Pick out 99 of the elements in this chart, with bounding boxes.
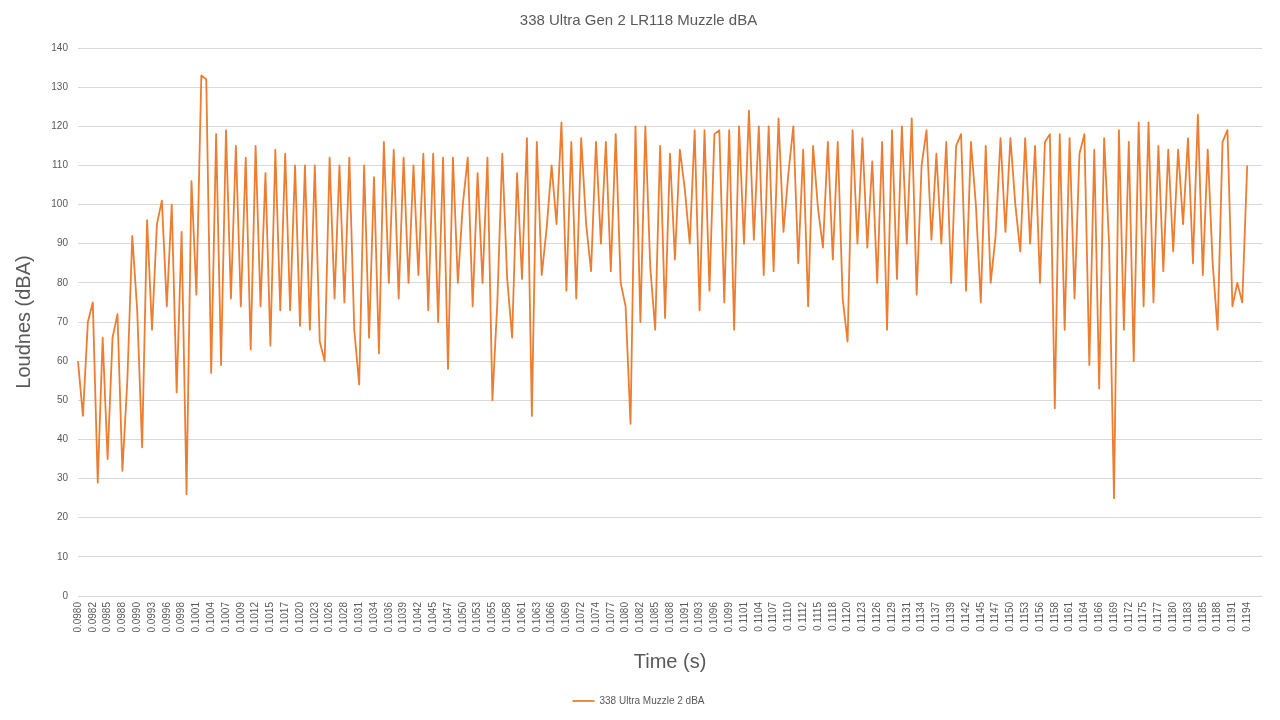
x-tick-label: 0.1039 xyxy=(397,601,409,633)
y-tick-label: 100 xyxy=(51,198,69,210)
x-tick-label: 0.1107 xyxy=(767,601,779,632)
x-tick-label: 0.1017 xyxy=(278,601,290,633)
x-tick-label: 0.1023 xyxy=(308,601,320,633)
x-tick-label: 0.1142 xyxy=(959,601,971,632)
x-tick-label: 0.0985 xyxy=(101,601,113,633)
x-tick-label: 0.1020 xyxy=(293,601,305,633)
x-tick-label: 0.0982 xyxy=(86,601,98,633)
y-tick-label: 120 xyxy=(51,120,69,132)
x-tick-label: 0.1110 xyxy=(782,601,794,632)
y-tick-label: 110 xyxy=(52,159,69,171)
x-tick-label: 0.1077 xyxy=(604,601,616,633)
x-tick-label: 0.1015 xyxy=(264,601,276,633)
x-tick-label: 0.1158 xyxy=(1048,601,1060,632)
x-tick-label: 0.1050 xyxy=(456,601,468,633)
y-tick-label: 40 xyxy=(56,433,69,445)
x-tick-label: 0.1069 xyxy=(560,601,572,633)
x-tick-label: 0.0993 xyxy=(145,601,157,633)
y-tick-label: 90 xyxy=(56,237,69,249)
x-tick-label: 0.1085 xyxy=(648,601,660,633)
x-tick-label: 0.1134 xyxy=(915,601,927,632)
chart-title: 338 Ultra Gen 2 LR118 Muzzle dBA xyxy=(519,11,758,29)
x-tick-label: 0.1120 xyxy=(841,601,853,632)
x-tick-label: 0.1137 xyxy=(930,601,942,632)
x-tick-label: 0.1093 xyxy=(693,601,705,633)
x-tick-label: 0.1188 xyxy=(1211,601,1223,632)
x-tick-label: 0.1066 xyxy=(545,601,557,633)
x-tick-label: 0.1063 xyxy=(530,601,542,633)
x-tick-label: 0.1042 xyxy=(412,601,424,633)
x-tick-label: 0.1180 xyxy=(1166,601,1178,632)
x-tick-label: 0.1099 xyxy=(722,601,734,633)
x-tick-label: 0.1061 xyxy=(515,601,527,633)
y-tick-label: 70 xyxy=(56,315,69,327)
x-tick-label: 0.1082 xyxy=(634,601,646,633)
y-axis-title: Loudnes (dBA) xyxy=(11,255,34,389)
x-tick-label: 0.1026 xyxy=(323,601,335,633)
y-tick-label: 60 xyxy=(56,354,69,366)
x-tick-label: 0.0998 xyxy=(175,601,187,633)
x-tick-label: 0.1104 xyxy=(752,601,764,632)
x-tick-label: 0.1194 xyxy=(1240,601,1252,632)
x-tick-label: 0.1126 xyxy=(870,601,882,632)
x-tick-label: 0.1112 xyxy=(796,601,808,632)
x-tick-label: 0.1161 xyxy=(1063,601,1075,632)
x-tick-label: 0.1101 xyxy=(737,601,749,632)
y-tick-label: 30 xyxy=(56,472,69,484)
x-tick-label: 0.1012 xyxy=(249,601,261,633)
y-tick-label: 0 xyxy=(62,589,69,601)
y-tick-label: 80 xyxy=(56,276,69,288)
x-tick-label: 0.1150 xyxy=(1004,601,1016,632)
x-tick-label: 0.1118 xyxy=(826,601,838,632)
x-tick-label: 0.1096 xyxy=(708,601,720,633)
x-tick-label: 0.1153 xyxy=(1018,601,1030,632)
x-tick-label: 0.1001 xyxy=(190,601,202,633)
x-tick-label: 0.1123 xyxy=(856,601,868,632)
x-tick-label: 0.1055 xyxy=(486,601,498,633)
x-tick-label: 0.1183 xyxy=(1181,601,1193,632)
x-tick-label: 0.1080 xyxy=(619,601,631,633)
x-tick-label: 0.0988 xyxy=(116,601,128,633)
y-tick-label: 140 xyxy=(51,41,69,53)
x-tick-label: 0.0996 xyxy=(160,601,172,633)
y-tick-label: 10 xyxy=(56,550,69,562)
x-axis-title: Time (s) xyxy=(633,649,707,672)
x-tick-label: 0.1091 xyxy=(678,601,690,633)
x-tick-label: 0.1088 xyxy=(663,601,675,633)
x-tick-label: 0.1169 xyxy=(1107,601,1119,632)
x-tick-label: 0.1191 xyxy=(1226,601,1238,632)
x-tick-label: 0.1164 xyxy=(1078,601,1090,632)
x-tick-label: 0.1166 xyxy=(1092,601,1104,632)
x-tick-label: 0.1053 xyxy=(471,601,483,633)
legend-label: 338 Ultra Muzzle 2 dBA xyxy=(599,694,705,706)
x-tick-label: 0.0980 xyxy=(71,601,83,633)
x-tick-label: 0.1156 xyxy=(1033,601,1045,632)
y-tick-label: 20 xyxy=(56,511,69,523)
x-tick-label: 0.1147 xyxy=(989,601,1001,632)
x-tick-label: 0.0990 xyxy=(130,601,142,633)
x-tick-label: 0.1177 xyxy=(1152,601,1164,632)
x-tick-label: 0.1031 xyxy=(352,601,364,633)
x-tick-label: 0.1115 xyxy=(811,601,823,632)
x-tick-label: 0.1045 xyxy=(426,601,438,633)
x-tick-label: 0.1058 xyxy=(500,601,512,633)
x-tick-label: 0.1009 xyxy=(234,601,246,633)
x-tick-label: 0.1145 xyxy=(974,601,986,632)
y-tick-label: 50 xyxy=(56,394,69,406)
x-tick-label: 0.1131 xyxy=(900,601,912,632)
x-tick-label: 0.1007 xyxy=(219,601,231,633)
x-tick-label: 0.1074 xyxy=(589,601,601,633)
x-tick-label: 0.1175 xyxy=(1137,601,1149,632)
x-tick-label: 0.1047 xyxy=(441,601,453,633)
y-tick-label: 130 xyxy=(51,80,69,92)
x-tick-label: 0.1036 xyxy=(382,601,394,633)
x-tick-label: 0.1185 xyxy=(1196,601,1208,632)
x-tick-label: 0.1004 xyxy=(204,601,216,633)
x-tick-label: 0.1139 xyxy=(944,601,956,632)
x-tick-label: 0.1072 xyxy=(574,601,586,633)
x-tick-label: 0.1172 xyxy=(1122,601,1134,632)
x-tick-label: 0.1129 xyxy=(885,601,897,632)
x-tick-label: 0.1028 xyxy=(338,601,350,633)
x-tick-label: 0.1034 xyxy=(367,601,379,633)
